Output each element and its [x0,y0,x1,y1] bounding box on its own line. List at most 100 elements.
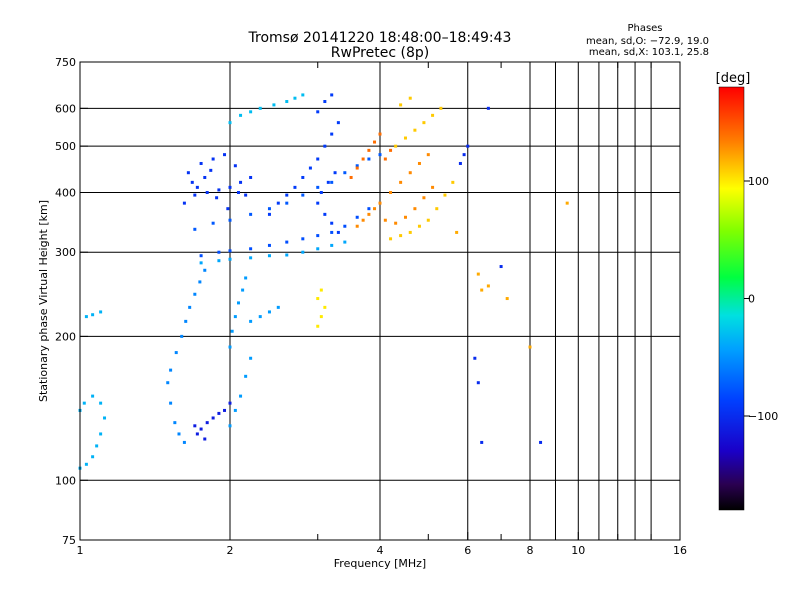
scatter-trace [316,288,327,328]
scatter-point [249,256,253,260]
scatter-point [323,212,327,216]
scatter-point [217,188,221,192]
scatter-point [182,201,186,205]
scatter-point [249,110,253,114]
scatter-point [349,175,353,179]
scatter-point [435,207,439,211]
scatter-point [301,93,305,97]
scatter-point [413,207,417,211]
scatter-point [316,185,320,189]
scatter-point [455,230,459,234]
scatter-point [228,121,232,125]
scatter-trace [267,93,340,234]
scatter-point [95,444,99,448]
x-tick-label: 10 [571,544,585,557]
scatter-point [389,190,393,194]
colorbar [718,86,745,511]
scatter-trace [166,268,207,444]
scatter-point [267,254,271,258]
scatter-point [211,416,215,420]
scatter-point [408,171,412,175]
chart-title: Tromsø 20141220 18:48:00–18:49:43 [248,30,512,46]
scatter-point [228,249,232,253]
scatter-point [367,212,371,216]
scatter-point [239,180,243,184]
scatter-point [239,394,243,398]
scatter-point [301,193,305,197]
scatter-point [389,237,393,241]
scatter-point [528,345,532,349]
scatter-trace [458,106,543,444]
y-tick-label: 750 [55,56,76,69]
scatter-point [249,212,253,216]
scatter-point [439,106,443,110]
scatter-point [236,301,240,305]
scatter-point [205,190,209,194]
scatter-point [249,319,253,323]
scatter-point [285,253,289,257]
scatter-point [99,310,103,314]
scatter-point [193,292,197,296]
y-tick-label: 500 [55,140,76,153]
scatter-point [276,305,280,309]
scatter-point [355,224,359,228]
scatter-point [426,153,430,157]
scatter-point [403,215,407,219]
scatter-point [267,207,271,211]
scatter-point [217,411,221,415]
scatter-point [378,132,382,136]
scatter-point [91,313,95,317]
scatter-point [367,157,371,161]
phase-stats-x: mean, sd,X: 103.1, 25.8 [589,47,709,58]
scatter-point [308,166,312,170]
scatter-point [462,153,466,157]
scatter-point [301,237,305,241]
scatter-point [330,230,334,234]
x-tick-label: 16 [673,544,687,557]
scatter-point [205,421,209,425]
scatter-point [285,201,289,205]
scatter-point [223,408,227,412]
scatter-point [316,157,320,161]
scatter-trace [199,240,347,265]
scatter-point [431,113,435,117]
scatter-point [267,212,271,216]
y-tick-label: 75 [62,534,76,547]
scatter-point [389,148,393,152]
x-axis-ticks: 1 2 4 6 8 10 16 [77,532,687,557]
scatter-point [258,106,262,110]
scatter-point [184,319,188,323]
scatter-point [301,175,305,179]
grid-lines [80,62,680,540]
scatter-point [316,201,320,205]
scatter-point [330,243,334,247]
scatter-point [316,234,320,238]
scatter-point [373,207,377,211]
scatter-trace [193,401,232,441]
scatter-point [378,153,382,157]
scatter-point [367,207,371,211]
scatter-trace [349,132,393,179]
scatter-point [330,132,334,136]
scatter-point [316,247,320,251]
scatter-point [417,224,421,228]
y-tick-label: 200 [55,330,76,343]
scatter-point [480,440,484,444]
scatter-point [499,265,503,269]
colorbar-ticks: 100 0 −100 [744,175,778,423]
y-tick-label: 600 [55,102,76,115]
scatter-point [316,297,320,301]
scatter-point [193,227,197,231]
scatter-point [217,259,221,263]
scatter-point [323,100,327,104]
scatter-point [293,96,297,100]
scatter-point [383,157,387,161]
scatter-point [267,310,271,314]
scatter-point [565,201,569,205]
scatter-point [301,250,305,254]
scatter-point [399,234,403,238]
scatter-point [422,121,426,125]
scatter-point [486,284,490,288]
y-axis-ticks: 75 100 200 300 400 500 600 750 [55,56,88,547]
scatter-point [99,401,103,405]
